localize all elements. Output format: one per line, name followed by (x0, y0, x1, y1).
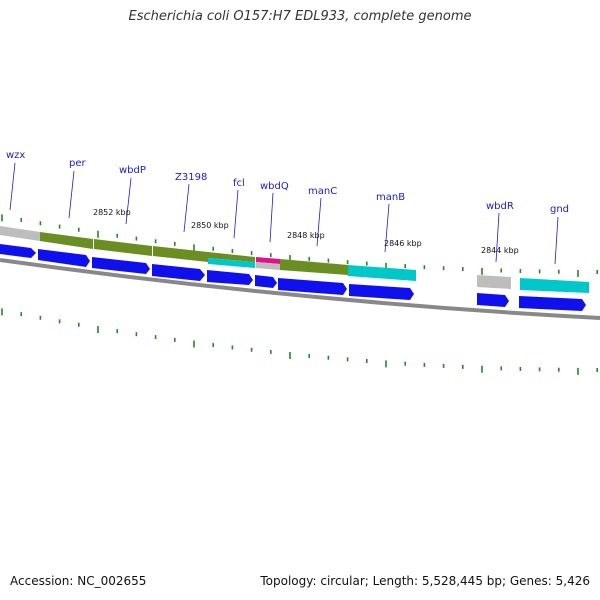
gene-label-manC[interactable]: manC (308, 186, 337, 197)
cds-arrow[interactable] (278, 278, 347, 295)
genome-backbone (0, 258, 600, 320)
kbp-label: 2852 kbp (93, 208, 131, 217)
cog-segment[interactable] (0, 226, 40, 241)
cog-segment[interactable] (40, 232, 93, 249)
cds-arrow[interactable] (519, 296, 586, 311)
cog-segment[interactable] (153, 246, 208, 262)
cog-segment[interactable] (208, 258, 255, 268)
cog-segment[interactable] (477, 275, 511, 289)
cds-arrow[interactable] (477, 293, 509, 307)
position-labels: 2852 kbp 2850 kbp 2848 kbp 2846 kbp 2844… (93, 208, 519, 255)
kbp-label: 2848 kbp (287, 231, 325, 240)
cds-arrow[interactable] (152, 264, 205, 281)
gene-labels: wzx per wbdP Z3198 fcl wbdQ manC manB wb… (6, 150, 569, 215)
cds-arrow[interactable] (349, 284, 414, 300)
kbp-label: 2850 kbp (191, 221, 229, 230)
gene-label-Z3198[interactable]: Z3198 (175, 172, 207, 183)
gene-label-fcl[interactable]: fcl (233, 178, 245, 189)
gene-label-wbdR[interactable]: wbdR (486, 201, 514, 212)
gene-label-wbdQ[interactable]: wbdQ (260, 181, 289, 192)
cog-segment[interactable] (520, 278, 589, 293)
cds-arrow[interactable] (207, 270, 253, 285)
cog-segment[interactable] (256, 257, 280, 264)
cog-segment[interactable] (94, 239, 152, 256)
gene-leaders (9, 162, 559, 265)
cog-segment[interactable] (256, 262, 280, 270)
gene-label-wbdP[interactable]: wbdP (119, 165, 146, 176)
gene-label-wzx[interactable]: wzx (6, 150, 25, 161)
cog-segment[interactable] (348, 265, 416, 281)
gene-label-manB[interactable]: manB (376, 192, 405, 203)
genome-summary-text: Topology: circular; Length: 5,528,445 bp… (260, 574, 590, 588)
cog-track (0, 226, 589, 293)
cog-segment[interactable] (280, 259, 348, 275)
inner-tick-ring (1, 308, 599, 375)
cds-arrow[interactable] (0, 244, 36, 258)
kbp-label: 2844 kbp (481, 246, 519, 255)
accession-text: Accession: NC_002655 (10, 574, 147, 588)
map-title: Escherichia coli O157:H7 EDL933, complet… (128, 9, 472, 24)
gene-label-per[interactable]: per (69, 158, 87, 169)
cds-track (0, 244, 586, 311)
kbp-label: 2846 kbp (384, 239, 422, 248)
cds-arrow[interactable] (255, 275, 277, 288)
cds-arrow[interactable] (92, 257, 150, 274)
cog-segment[interactable] (208, 252, 255, 262)
gene-label-gnd[interactable]: gnd (550, 204, 569, 215)
cds-arrow[interactable] (38, 249, 90, 267)
